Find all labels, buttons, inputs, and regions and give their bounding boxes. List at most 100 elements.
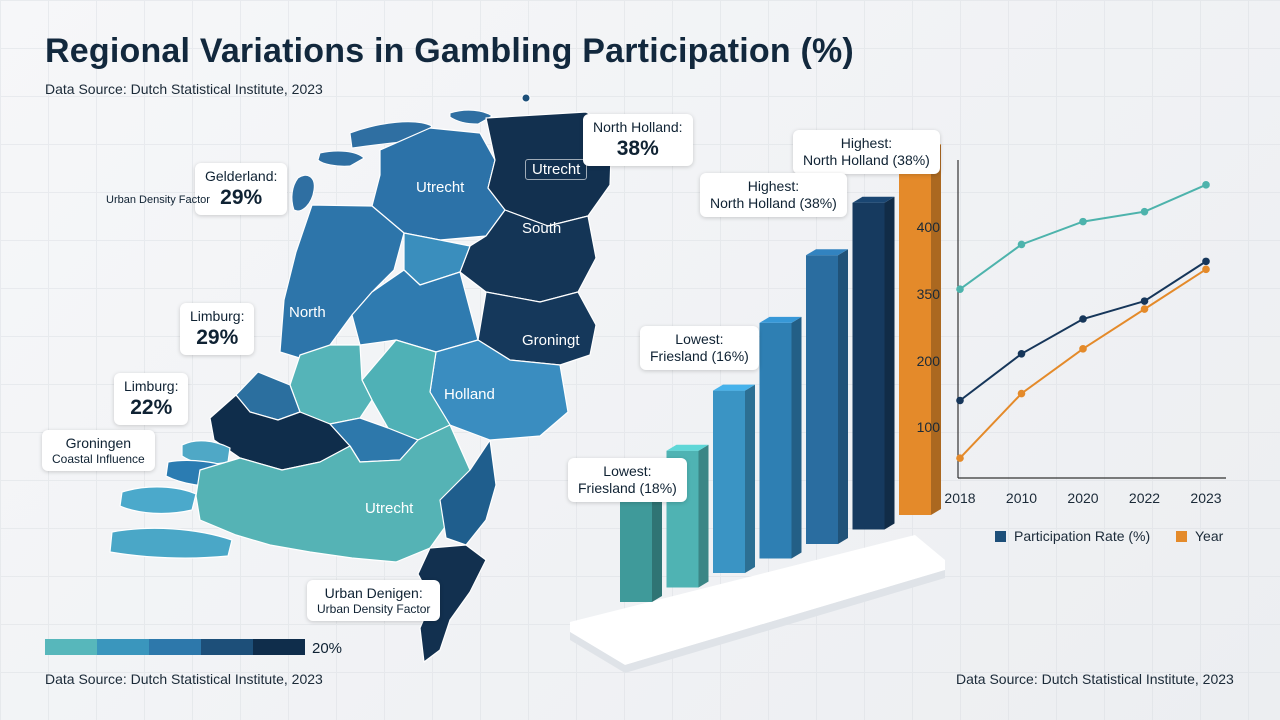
legend-item: Participation Rate (%) [995,528,1150,544]
map-islands [291,93,531,212]
callout-gelderland: Gelderland: 29% [195,163,288,215]
callout-key: Gelderland: [205,168,278,184]
series-point [1202,257,1210,266]
callout-north-holland: North Holland: 38% [583,114,693,166]
callout-value: 38% [616,136,659,160]
callout-value: 29% [196,325,239,349]
callout-value: 29% [220,185,263,209]
series-point [956,285,964,293]
bar-front [759,322,792,559]
annotation-line1: Highest: [747,178,800,194]
callout-groningen: Groningen Coastal Influence [42,430,155,472]
legend-label: Year [1195,528,1224,544]
color-scale-swatch [97,639,149,655]
bar-annotation: Lowest: Friesland (18%) [568,458,687,502]
callout-key: Limburg: [124,378,179,394]
series-point [1079,345,1087,353]
bar-front [899,150,931,515]
bar-side [838,249,848,544]
legend-swatch [1176,530,1187,542]
bar-platform [570,535,945,665]
x-tick-label: 2010 [1006,490,1037,506]
urban-density-note: Urban Density Factor [106,194,210,206]
annotation-line1: Lowest: [675,331,724,347]
bar-5 [806,249,848,544]
bar-front [852,202,885,530]
series-point [956,454,964,462]
bar-side [884,196,895,530]
callout-key: Groningen [65,435,132,451]
color-scale-swatch [45,639,97,655]
callout-limburg: Limburg: 29% [180,303,255,355]
page-title: Regional Variations in Gambling Particip… [45,32,854,70]
annotation-line1: Lowest: [603,463,652,479]
callout-value: 22% [130,395,173,419]
callout-key: Limburg: [190,308,245,324]
data-source-bottom-left: Data Source: Dutch Statistical Institute… [45,671,323,687]
series-point [1202,265,1210,274]
series-line-2 [959,260,1207,402]
y-tick-label: 200 [917,353,941,369]
data-source-top: Data Source: Dutch Statistical Institute… [45,81,323,97]
callout-limburg: Limburg: 22% [114,373,189,425]
bar-top [852,196,895,203]
series-point [1140,297,1149,305]
color-scale [45,639,305,655]
callout-urban-denigen: Urban Denigen: Urban Density Factor [307,580,441,622]
series-point [956,396,964,405]
region-label: Groningt [522,332,580,349]
map-regions [109,111,613,663]
color-scale-label: 20% [312,640,343,657]
x-tick-label: 2018 [944,490,975,506]
bar-7 [899,144,941,515]
y-tick-label: 350 [917,286,941,302]
bar-3 [713,384,755,573]
bar-front [806,255,838,544]
series-line-3 [959,268,1207,459]
series-point [1202,181,1210,189]
bar-annotation: Lowest: Friesland (16%) [640,326,759,370]
bar-front [620,495,652,602]
series-point [1017,389,1026,398]
bar-top [806,249,848,256]
y-tick-label: 100 [917,419,941,435]
callout-note: Urban Density Factor [317,601,431,616]
annotation-line1: Highest: [840,135,893,151]
series-point [1140,207,1149,216]
region-label: North [289,304,326,321]
bar-6 [852,196,895,530]
annotation-line2: North Holland (38%) [710,194,837,211]
bar-side [931,144,941,515]
annotation-line2: Friesland (18%) [578,479,677,496]
region-label: Utrecht [365,500,414,517]
region-label: Utrecht [525,159,588,180]
bar-side [698,444,709,588]
region-label: South [522,220,562,237]
annotation-line2: Friesland (16%) [650,347,749,364]
bar-side [745,384,755,573]
bar-annotation: Highest: North Holland (38%) [700,173,847,217]
x-tick-label: 2023 [1190,490,1221,506]
bar-annotation: Highest: North Holland (38%) [793,130,940,174]
y-tick-label: 400 [917,219,941,235]
series-point [1079,217,1087,226]
series-line-1 [959,183,1207,291]
x-tick-label: 2022 [1129,490,1160,506]
bar-side [652,489,662,602]
callout-key: North Holland: [593,119,683,135]
legend-item: Year [1176,528,1223,544]
color-scale-swatch [253,639,305,655]
data-source-bottom-right: Data Source: Dutch Statistical Institute… [956,671,1234,687]
bar-top [666,444,709,451]
annotation-line2: North Holland (38%) [803,151,930,168]
bar-front [713,390,745,573]
bar-side [791,316,802,559]
color-scale-swatch [149,639,201,655]
color-scale-swatch [201,639,253,655]
region-label: Holland [444,386,495,403]
x-tick-label: 2020 [1067,490,1098,506]
callout-note: Coastal Influence [52,451,145,466]
